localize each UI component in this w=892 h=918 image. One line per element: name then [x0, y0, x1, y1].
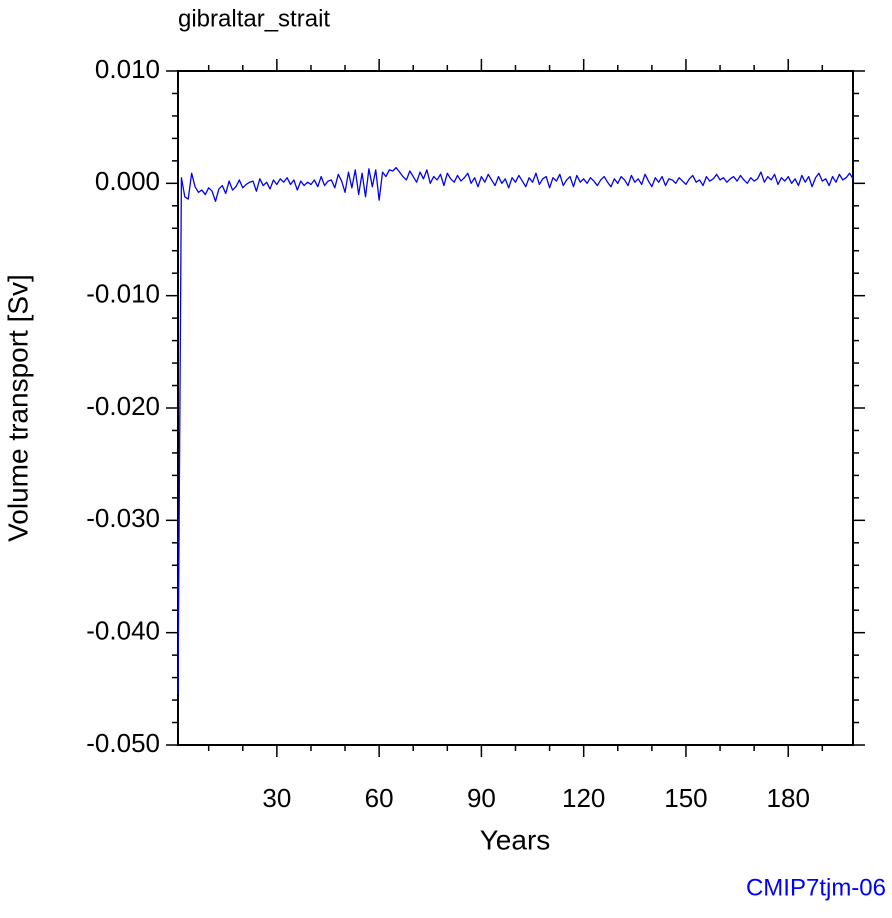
y-tick-label: -0.030 — [86, 503, 160, 533]
chart-title: gibraltar_strait — [178, 5, 330, 32]
x-tick-label: 180 — [767, 783, 810, 813]
y-tick-label: 0.010 — [95, 54, 160, 84]
x-axis-label: Years — [480, 824, 551, 855]
x-tick-label: 30 — [262, 783, 291, 813]
x-tick-label: 90 — [467, 783, 496, 813]
y-tick-label: -0.040 — [86, 616, 160, 646]
data-line — [177, 166, 854, 695]
x-tick-label: 150 — [664, 783, 707, 813]
y-tick-label: -0.020 — [86, 391, 160, 421]
watermark: CMIP7tjm-06 — [746, 874, 886, 901]
x-tick-label: 120 — [562, 783, 605, 813]
y-tick-label: -0.010 — [86, 279, 160, 309]
y-tick-label: 0.000 — [95, 166, 160, 196]
y-axis-label: Volume transport [Sv] — [2, 274, 33, 542]
plot-frame — [177, 70, 854, 746]
x-tick-label: 60 — [365, 783, 394, 813]
y-tick-label: -0.050 — [86, 728, 160, 758]
